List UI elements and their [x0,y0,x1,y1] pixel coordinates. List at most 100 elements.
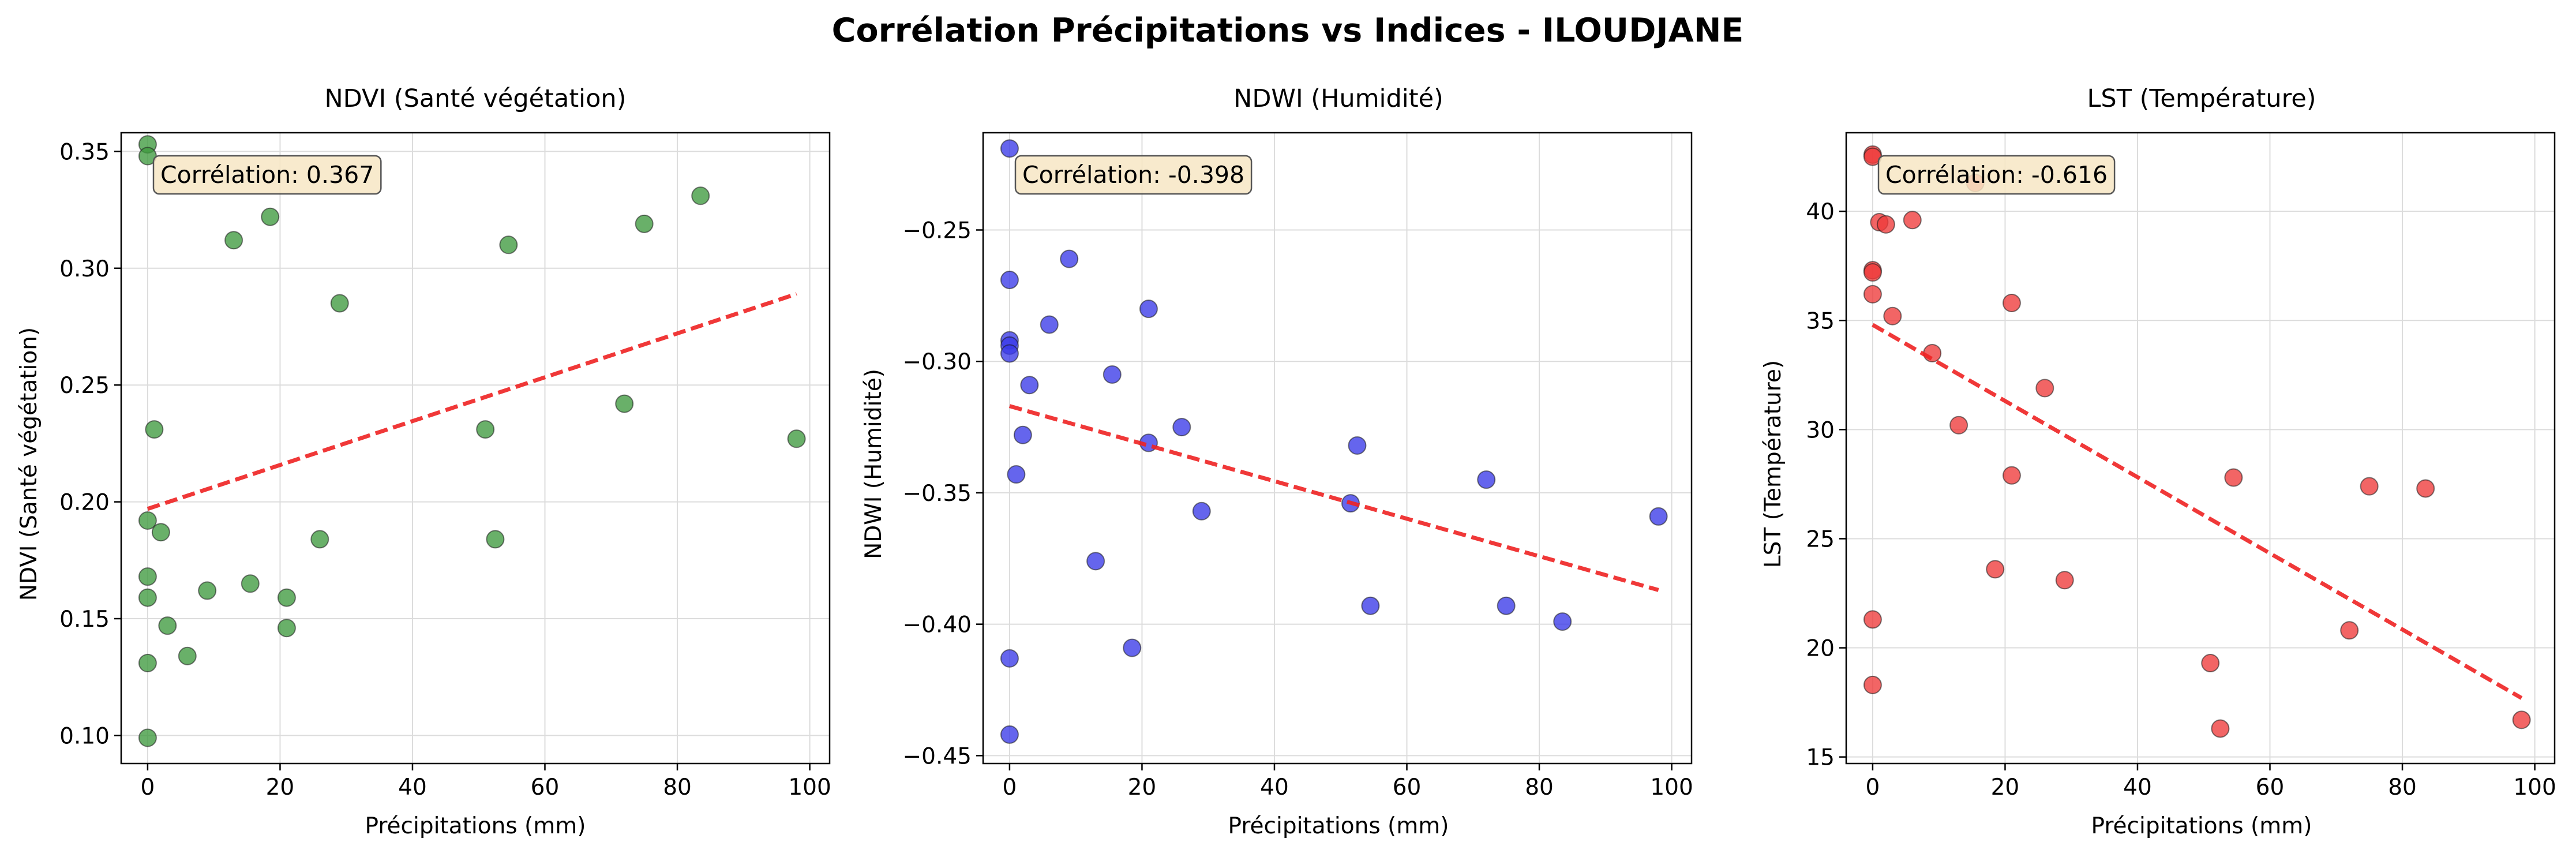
ndvi-y-tick-label: 0.10 [59,723,110,749]
lst-axes-frame [1845,132,2556,765]
ndvi-y-tick-label: 0.35 [59,139,110,165]
ndwi-point-6 [1000,725,1019,744]
ndvi-x-tick-label: 0 [140,774,155,800]
ndwi-point-7 [1007,465,1026,484]
ndwi-correlation-box-bg [1014,155,1253,195]
lst-x-tick-label: 0 [1865,774,1880,800]
lst-point-8 [1876,215,1895,234]
lst-point-3 [1863,263,1882,282]
ndwi-y-tick-label: −0.40 [902,612,972,638]
ndvi-panel: NDVI (Santé végétation) Précipitations (… [16,84,831,839]
ndwi-x-axis-label: Précipitations (mm) [1228,813,1449,839]
ndwi-panel: NDWI (Humidité) Précipitations (mm) NDWI… [861,84,1693,839]
ndwi-point-24 [1553,612,1572,631]
ndwi-point-17 [1172,418,1191,437]
ndvi-point-17 [310,530,329,549]
ndvi-y-tick-label: 0.20 [59,490,110,516]
ndvi-point-7 [145,420,164,439]
ndvi-x-tick-label: 60 [531,774,560,800]
ndwi-x-tick-label: 0 [1002,774,1017,800]
ndwi-x-tick-label: 20 [1128,774,1157,800]
ndvi-y-tick-label: 0.15 [59,607,110,633]
ndwi-correlation-box: Corrélation: -0.398 [1014,155,1253,195]
ndwi-point-18 [1192,502,1211,521]
ndwi-gridlines [983,133,1692,764]
ndvi-point-13 [241,574,260,593]
lst-point-5 [1863,610,1882,629]
ndwi-point-11 [1060,249,1079,268]
lst-point-24 [2416,479,2435,498]
lst-y-tick-label: 20 [1806,636,1835,662]
ndwi-point-4 [1000,344,1019,363]
ndvi-correlation-text: Corrélation: 0.367 [160,161,374,189]
ndvi-point-16 [277,619,296,638]
ndvi-point-2 [138,511,157,530]
lst-point-6 [1863,675,1882,694]
lst-x-tick-label: 100 [2513,774,2556,800]
ndvi-axes-frame [120,132,831,765]
ndvi-point-15 [277,588,296,607]
ndwi-x-tick-label: 40 [1260,774,1289,800]
ndvi-correlation-box-bg [152,155,382,195]
ndwi-y-axis-label: NDWI (Humidité) [861,369,887,559]
ndvi-x-axis-label: Précipitations (mm) [365,813,586,839]
ndvi-point-24 [691,186,710,205]
ndwi-scatter-points [1000,139,1668,744]
lst-y-tick-label: 30 [1806,417,1835,443]
lst-point-17 [2035,379,2054,398]
lst-point-21 [2224,468,2243,487]
ndvi-point-11 [198,581,217,600]
lst-point-20 [2211,719,2230,738]
ndvi-y-tick-label: 0.30 [59,256,110,282]
ndwi-point-22 [1477,470,1496,489]
lst-correlation-text: Corrélation: -0.616 [1885,161,2108,189]
lst-x-tick-label: 80 [2388,774,2417,800]
ndvi-point-21 [499,235,518,255]
ndwi-point-9 [1020,376,1039,395]
ndvi-scatter-points [138,135,806,747]
ndwi-y-tick-label: −0.30 [902,349,972,375]
lst-x-tick-label: 40 [2123,774,2152,800]
lst-correlation-box-bg [1877,155,2116,195]
lst-scatter-points [1863,145,2531,738]
ndwi-point-12 [1086,552,1105,571]
ndwi-point-8 [1013,425,1032,444]
ndvi-x-tick-label: 80 [663,774,692,800]
lst-correlation-box: Corrélation: -0.616 [1877,155,2116,195]
ndwi-panel-title: NDWI (Humidité) [1233,84,1443,113]
lst-x-tick-label: 20 [1991,774,2020,800]
ndvi-correlation-box: Corrélation: 0.367 [152,155,382,195]
lst-panel-title: LST (Température) [2087,84,2316,113]
ndvi-point-3 [138,567,157,586]
lst-point-16 [2002,293,2021,312]
ndvi-point-19 [476,420,495,439]
lst-point-22 [2340,621,2359,640]
ndvi-point-6 [138,728,157,747]
ndvi-y-axis-label: NDVI (Santé végétation) [16,327,42,601]
ndvi-trend-line [147,291,797,511]
ndvi-point-5 [138,653,157,672]
lst-x-axis-label: Précipitations (mm) [2091,813,2312,839]
ndvi-point-22 [615,394,634,413]
ndvi-point-8 [151,523,170,542]
lst-point-11 [1923,343,1942,362]
lst-y-tick-label: 15 [1806,745,1835,771]
ndwi-point-1 [1000,271,1019,290]
ndwi-point-14 [1123,638,1142,657]
ndwi-trend-line [1008,404,1659,592]
ndvi-point-9 [158,616,177,635]
lst-point-12 [1949,416,1968,435]
lst-point-14 [1986,560,2005,579]
ndvi-panel-title: NDVI (Santé végétation) [325,84,627,113]
lst-gridlines [1846,133,2555,764]
ndvi-point-20 [486,530,505,549]
lst-y-tick-label: 40 [1806,199,1835,225]
lst-point-9 [1883,306,1902,325]
ndwi-point-13 [1103,365,1122,384]
figure-title: Corrélation Précipitations vs Indices - … [832,12,1744,50]
ndvi-point-23 [635,214,654,233]
ndwi-point-0 [1000,139,1019,158]
ndvi-point-14 [261,207,280,226]
lst-x-tick-label: 60 [2256,774,2285,800]
lst-y-tick-label: 25 [1806,526,1835,552]
